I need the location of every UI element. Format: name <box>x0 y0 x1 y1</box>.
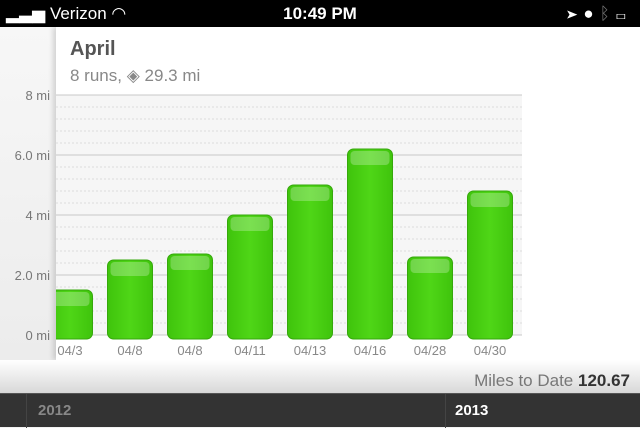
bar[interactable] <box>48 289 93 340</box>
bar-highlight <box>230 217 270 231</box>
bar[interactable] <box>287 184 333 340</box>
x-tick-label: 04/28 <box>414 343 447 358</box>
x-tick-label: 04/8 <box>117 343 142 358</box>
carrier: ▂▃▅ Verizon ◠ <box>6 4 127 23</box>
month-summary: 8 runs, ◈ 29.3 mi <box>70 66 201 85</box>
tab-2012[interactable]: 2012 <box>38 402 72 419</box>
location-icon: ➤ <box>567 4 584 23</box>
bar-highlight <box>56 292 90 306</box>
wifi-icon: ◠ <box>111 4 127 23</box>
tab-2013[interactable]: 2013 <box>455 402 489 419</box>
bar[interactable] <box>407 256 453 340</box>
miles-to-date: Miles to Date 120.67 <box>474 371 630 390</box>
status-icons: ➤●ᛒ▭ <box>567 4 632 24</box>
clock-icon: ● <box>583 4 600 23</box>
bar-highlight <box>470 193 510 207</box>
bar[interactable] <box>167 253 213 340</box>
bar-chart: 0 mi 2.0 mi 4 mi 6.0 mi 8 mi 04/3 04/8 04/8 04/1… <box>15 88 522 358</box>
x-tick-label: 04/3 <box>57 343 82 358</box>
bar-highlight <box>410 259 450 273</box>
distance-icon: ◈ <box>126 66 140 85</box>
bluetooth-icon: ᛒ <box>599 4 616 23</box>
status-bar: ▂▃▅ Verizon ◠ 10:49 PM ➤●ᛒ▭ <box>0 0 640 27</box>
y-tick-label: 0 mi <box>25 328 50 343</box>
x-tick-label: 04/8 <box>177 343 202 358</box>
x-tick-label: 04/16 <box>354 343 387 358</box>
x-tick-label: 04/11 <box>234 343 266 358</box>
axis-strip <box>0 27 56 360</box>
bar-highlight <box>170 256 210 270</box>
bar-highlight <box>290 187 330 201</box>
y-tick-label: 6.0 mi <box>15 148 51 163</box>
bar[interactable] <box>347 148 393 340</box>
signal-icon: ▂▃▅ <box>6 4 50 23</box>
month-title: April <box>70 38 116 60</box>
bar[interactable] <box>227 214 273 340</box>
footer: Miles to Date 120.67 <box>0 360 640 393</box>
bar[interactable] <box>467 190 513 340</box>
y-tick-label: 8 mi <box>25 88 50 103</box>
y-tick-label: 4 mi <box>25 208 50 223</box>
bar-highlight <box>350 151 390 165</box>
x-tick-label: 04/30 <box>474 343 507 358</box>
bar[interactable] <box>107 259 153 340</box>
bar-highlight <box>110 262 150 276</box>
year-tabs: 2012 2013 <box>0 393 640 428</box>
clock-time: 10:49 PM <box>283 4 357 23</box>
battery-icon: ▭ <box>615 4 632 23</box>
x-tick-label: 04/13 <box>294 343 327 358</box>
y-tick-label: 2.0 mi <box>15 268 51 283</box>
